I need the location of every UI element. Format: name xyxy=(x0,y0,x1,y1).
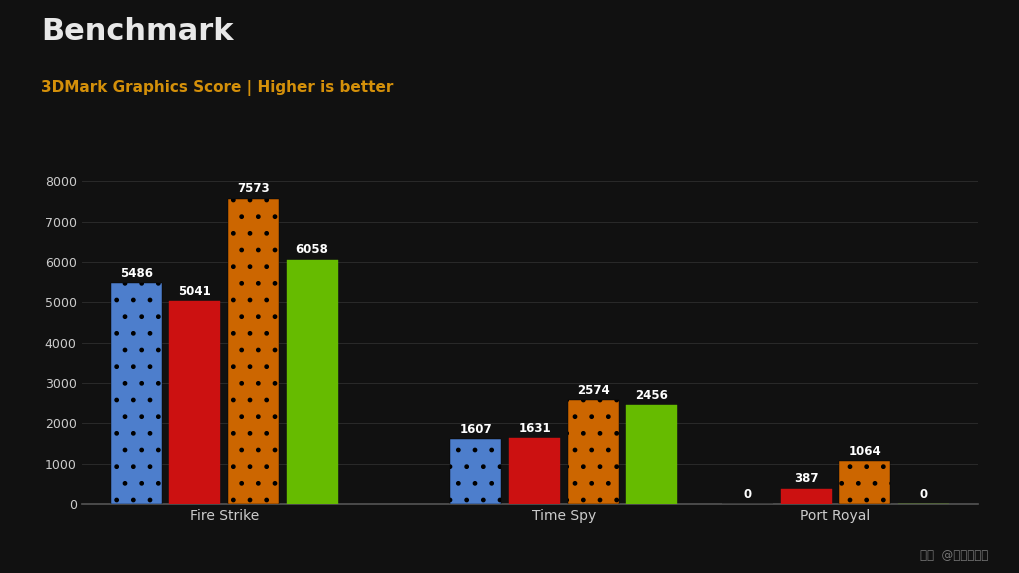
Bar xyxy=(450,439,501,504)
Text: 387: 387 xyxy=(794,472,818,485)
Text: 0: 0 xyxy=(744,488,752,501)
Text: 5486: 5486 xyxy=(120,266,153,280)
Bar xyxy=(228,198,279,504)
Text: 5041: 5041 xyxy=(178,285,211,297)
Bar xyxy=(286,260,337,504)
Bar xyxy=(510,438,560,504)
Text: 2574: 2574 xyxy=(577,384,609,397)
Bar xyxy=(169,301,220,504)
Text: Benchmark: Benchmark xyxy=(41,17,233,46)
Bar xyxy=(111,282,162,504)
Text: 1607: 1607 xyxy=(460,423,492,436)
Bar xyxy=(568,401,619,504)
Bar xyxy=(781,489,832,504)
Text: 微博  @金猪升级包: 微博 @金猪升级包 xyxy=(920,548,988,562)
Text: 2456: 2456 xyxy=(635,389,668,402)
Bar xyxy=(840,461,891,504)
Text: 1064: 1064 xyxy=(849,445,881,458)
Text: 3DMark Graphics Score | Higher is better: 3DMark Graphics Score | Higher is better xyxy=(41,80,393,96)
Text: 6058: 6058 xyxy=(296,244,328,257)
Text: 0: 0 xyxy=(919,488,927,501)
Bar xyxy=(627,405,678,504)
Text: 7573: 7573 xyxy=(237,182,270,195)
Text: 1631: 1631 xyxy=(519,422,551,435)
